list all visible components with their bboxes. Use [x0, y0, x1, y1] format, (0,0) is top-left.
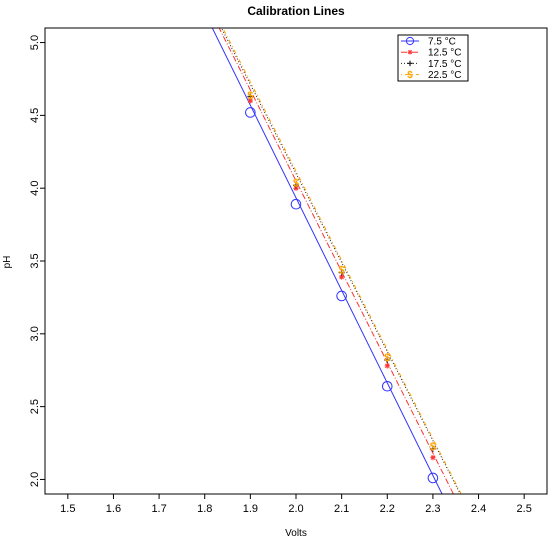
y-tick-label: 4.5 — [29, 108, 41, 123]
series-3-point-4: $ — [430, 441, 436, 453]
series-2-point-1 — [293, 182, 299, 189]
y-axis: 2.0 2.5 3.0 3.5 4.0 4.5 5.0 — [29, 35, 45, 487]
x-tick-label: 2.0 — [288, 503, 303, 515]
x-tick-label: 2.4 — [471, 503, 486, 515]
x-tick-label: 1.8 — [197, 503, 212, 515]
series-points: $ $ $ $ $ — [245, 90, 439, 484]
series-2-point-0 — [247, 93, 254, 100]
x-tick-label: 1.9 — [243, 503, 258, 515]
series-2-point-2 — [338, 269, 345, 276]
series-3-point-2: $ — [339, 265, 345, 277]
legend-label-0: 7.5 °C — [428, 37, 456, 48]
plot-frame — [44, 27, 548, 495]
series-0-point-0 — [245, 107, 256, 118]
series-3-point-1: $ — [293, 177, 299, 189]
series-3-point-3: $ — [384, 352, 390, 364]
series-1-point-2 — [339, 274, 345, 280]
x-tick-label: 1.5 — [60, 503, 75, 515]
series-0-point-2 — [336, 290, 347, 302]
y-tick-label: 3.0 — [29, 326, 41, 341]
x-axis: 1.5 1.6 1.7 1.8 1.9 2.0 2.1 2.2 2.3 2.4 2.5 — [60, 494, 532, 515]
y-tick-label: 2.0 — [29, 472, 41, 487]
legend-box — [397, 34, 469, 82]
series-lines — [211, 28, 462, 494]
legend-marker-1 — [407, 49, 413, 55]
x-tick-label: 1.7 — [151, 503, 166, 515]
legend-marker-0 — [405, 36, 415, 46]
x-tick-label: 2.5 — [517, 503, 532, 515]
series-line-1 — [218, 28, 454, 494]
series-line-3 — [222, 28, 462, 494]
series-0-point-3 — [381, 380, 393, 392]
y-tick-label: 2.5 — [29, 399, 41, 414]
legend-marker-2 — [407, 60, 413, 67]
legend-marker-3: $ — [407, 70, 413, 81]
series-0-point-1 — [290, 198, 302, 210]
legend-label-1: 12.5 °C — [428, 48, 461, 59]
y-tick-label: 5.0 — [29, 35, 41, 50]
series-1-point-0 — [247, 98, 253, 104]
series-3-point-0: $ — [247, 90, 253, 102]
legend-label-2: 17.5 °C — [428, 59, 461, 70]
chart-title: Calibration Lines — [247, 4, 345, 18]
x-axis-label: Volts — [285, 528, 307, 539]
x-tick-label: 2.1 — [334, 503, 349, 515]
series-2-point-3 — [384, 357, 391, 364]
legend: 7.5 °C12.5 °C17.5 °C $ 22.5 °C — [397, 34, 469, 82]
x-tick-label: 2.3 — [425, 503, 440, 515]
series-line-2 — [220, 28, 461, 494]
series-1-point-3 — [384, 363, 390, 369]
series-0-point-4 — [427, 472, 439, 484]
x-tick-label: 1.6 — [106, 503, 121, 515]
x-tick-label: 2.2 — [380, 503, 395, 515]
y-tick-label: 4.0 — [29, 181, 41, 196]
legend-label-3: 22.5 °C — [428, 70, 461, 81]
y-axis-label: pH — [2, 256, 13, 269]
series-line-0 — [211, 28, 443, 494]
series-1-point-4 — [430, 454, 436, 461]
y-tick-label: 3.5 — [29, 253, 41, 268]
series-2-point-4 — [429, 445, 436, 452]
